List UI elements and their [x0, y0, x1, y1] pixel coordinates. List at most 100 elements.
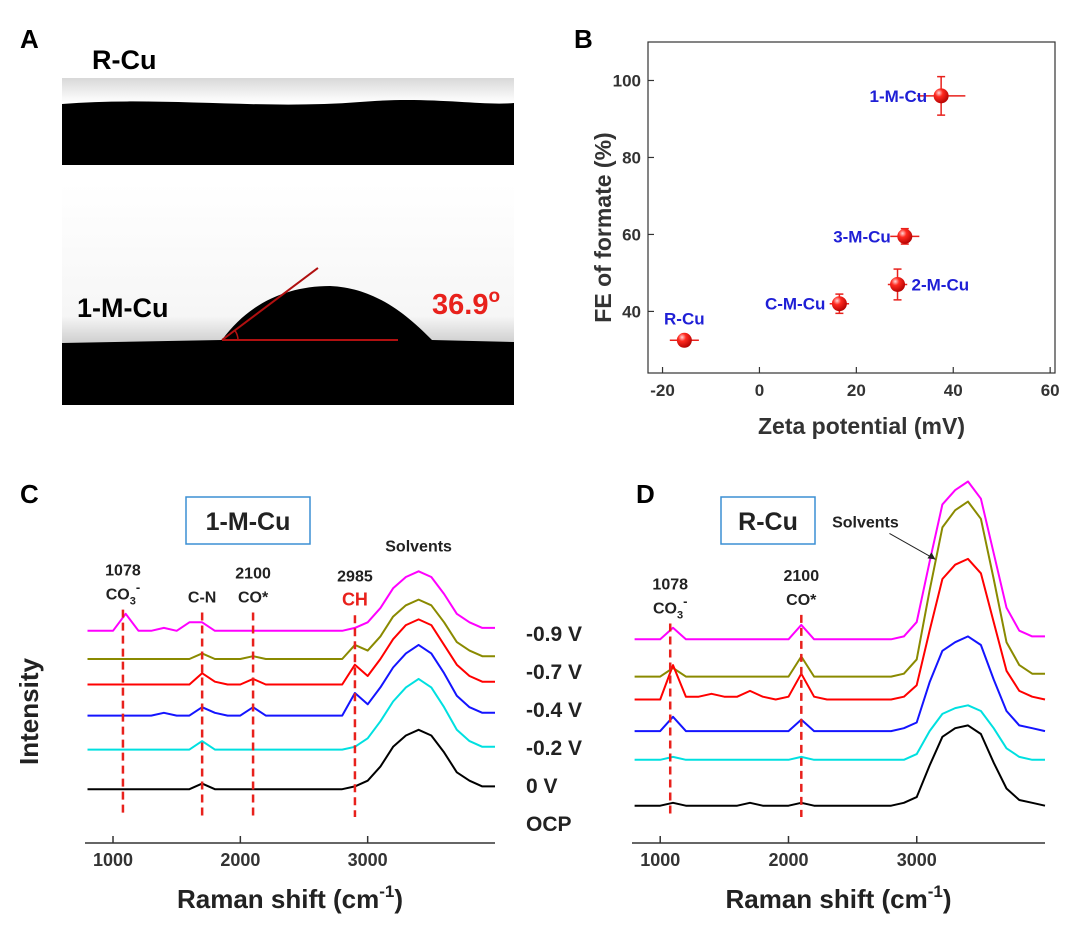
plot-frame	[647, 41, 1056, 374]
x-axis-title-sup: -1	[379, 882, 394, 901]
spectrum	[634, 557, 1046, 701]
legend-label: -0.2 V	[526, 737, 582, 760]
annotation: 2100	[784, 568, 820, 585]
annotation: CH	[342, 589, 368, 609]
y-axis-title: Intensity	[14, 658, 44, 765]
annotation-text: 1078	[105, 563, 141, 580]
contact-angle: 36.9o	[432, 286, 500, 321]
panel-letter: C	[20, 479, 39, 509]
annotation-text: CH	[342, 589, 368, 609]
x-tick-label: 3000	[348, 850, 388, 870]
sample-label: R-Cu	[92, 45, 156, 75]
annotation-sup: -	[136, 580, 140, 595]
y-tick-label: 40	[622, 302, 641, 321]
annotation: CO3-	[653, 593, 687, 621]
title-box	[720, 496, 816, 545]
spectrum	[87, 570, 495, 632]
angle-value: 36.9	[432, 289, 488, 321]
data-point	[890, 276, 906, 292]
point-label: 3-M-Cu	[833, 227, 891, 246]
point-label: 2-M-Cu	[912, 275, 970, 294]
annotation-text: 1078	[652, 576, 688, 593]
spectrum	[634, 480, 1045, 641]
x-axis-title-sup: -1	[928, 882, 943, 901]
x-axis-title: Zeta potential (mV)	[758, 413, 965, 439]
annotation-text: 2100	[235, 565, 271, 582]
x-axis-title-text: Raman shift (cm	[725, 884, 927, 914]
y-axis-title: FE of formate (%)	[590, 132, 616, 322]
x-axis-title: Raman shift (cm-1)	[725, 882, 951, 914]
data-point	[676, 332, 692, 348]
angle-arc	[234, 329, 239, 341]
annotation-arrow	[889, 532, 936, 560]
x-tick-label: 40	[944, 381, 963, 400]
x-axis-title: Raman shift (cm-1)	[177, 882, 403, 914]
panel-letter: D	[636, 479, 655, 509]
x-tick-label: 60	[1041, 381, 1060, 400]
annotation-text: 2100	[784, 568, 820, 585]
annotation-text: Solvents	[385, 539, 452, 556]
annotation: 2985	[337, 568, 373, 585]
x-tick-label: 2000	[220, 850, 260, 870]
x-tick-label: 2000	[768, 850, 808, 870]
title-box	[185, 496, 311, 545]
legend-label: 0 V	[526, 775, 558, 798]
x-tick-label: 3000	[897, 850, 937, 870]
annotation: CO3-	[106, 580, 140, 608]
sample-label: 1-M-Cu	[77, 293, 168, 323]
panel-letter: A	[20, 24, 39, 54]
annotation-text: CO	[653, 600, 677, 617]
annotation-text: CO*	[786, 592, 817, 609]
data-point	[831, 296, 847, 312]
annotation: 1078	[652, 576, 688, 593]
annotation: CO*	[238, 589, 269, 606]
tangent-line	[221, 267, 319, 341]
point-label: R-Cu	[664, 309, 705, 328]
annotation-text: 2985	[337, 568, 373, 585]
spectrum	[87, 643, 495, 717]
photo-r-cu	[62, 78, 514, 165]
panel-title: R-Cu	[738, 508, 798, 536]
spectrum	[634, 724, 1046, 807]
annotation-text: C-N	[188, 589, 216, 606]
x-axis-title-tail: )	[943, 884, 952, 914]
legend-label: -0.7 V	[526, 661, 582, 684]
point-label: C-M-Cu	[765, 295, 825, 314]
legend-label: -0.4 V	[526, 699, 582, 722]
spectrum	[634, 500, 1045, 678]
annotation: 1078	[105, 563, 141, 580]
x-tick-label: -20	[650, 381, 675, 400]
x-axis-title-tail: )	[394, 884, 403, 914]
spectrum	[87, 677, 495, 751]
annotation-sub: 3	[130, 596, 136, 608]
data-point	[897, 228, 913, 244]
spectrum	[87, 728, 495, 791]
annotation: 2100	[235, 565, 271, 582]
panel-title: 1-M-Cu	[206, 508, 291, 536]
annotation: C-N	[188, 589, 216, 606]
annotation: CO*	[786, 592, 817, 609]
annotation: Solvents	[832, 514, 899, 531]
legend-label: -0.9 V	[526, 623, 582, 646]
annotation-text: CO	[106, 587, 130, 604]
x-tick-label: 20	[847, 381, 866, 400]
legend-label: OCP	[526, 813, 572, 836]
spectrum	[634, 704, 1045, 761]
point-label: 1-M-Cu	[870, 87, 928, 106]
annotation-sub: 3	[677, 609, 683, 621]
photo-1-m-cu	[62, 183, 514, 405]
annotation-sup: -	[683, 593, 687, 608]
panel-letter: B	[574, 24, 593, 54]
annotation-text: Solvents	[832, 514, 899, 531]
x-tick-label: 1000	[93, 850, 133, 870]
x-tick-label: 1000	[640, 850, 680, 870]
y-tick-label: 60	[622, 225, 641, 244]
figure-content: A B C D R-Cu 1-M-Cu 36.9o -20 0 20 40 60 40 60 80 100 Ze…	[14, 24, 1060, 914]
x-axis-title-text: Raman shift (cm	[177, 884, 379, 914]
x-tick-label: 0	[755, 381, 764, 400]
data-point	[933, 88, 949, 104]
spectrum	[87, 618, 495, 686]
annotation: Solvents	[385, 539, 452, 556]
annotation-text: CO*	[238, 589, 269, 606]
